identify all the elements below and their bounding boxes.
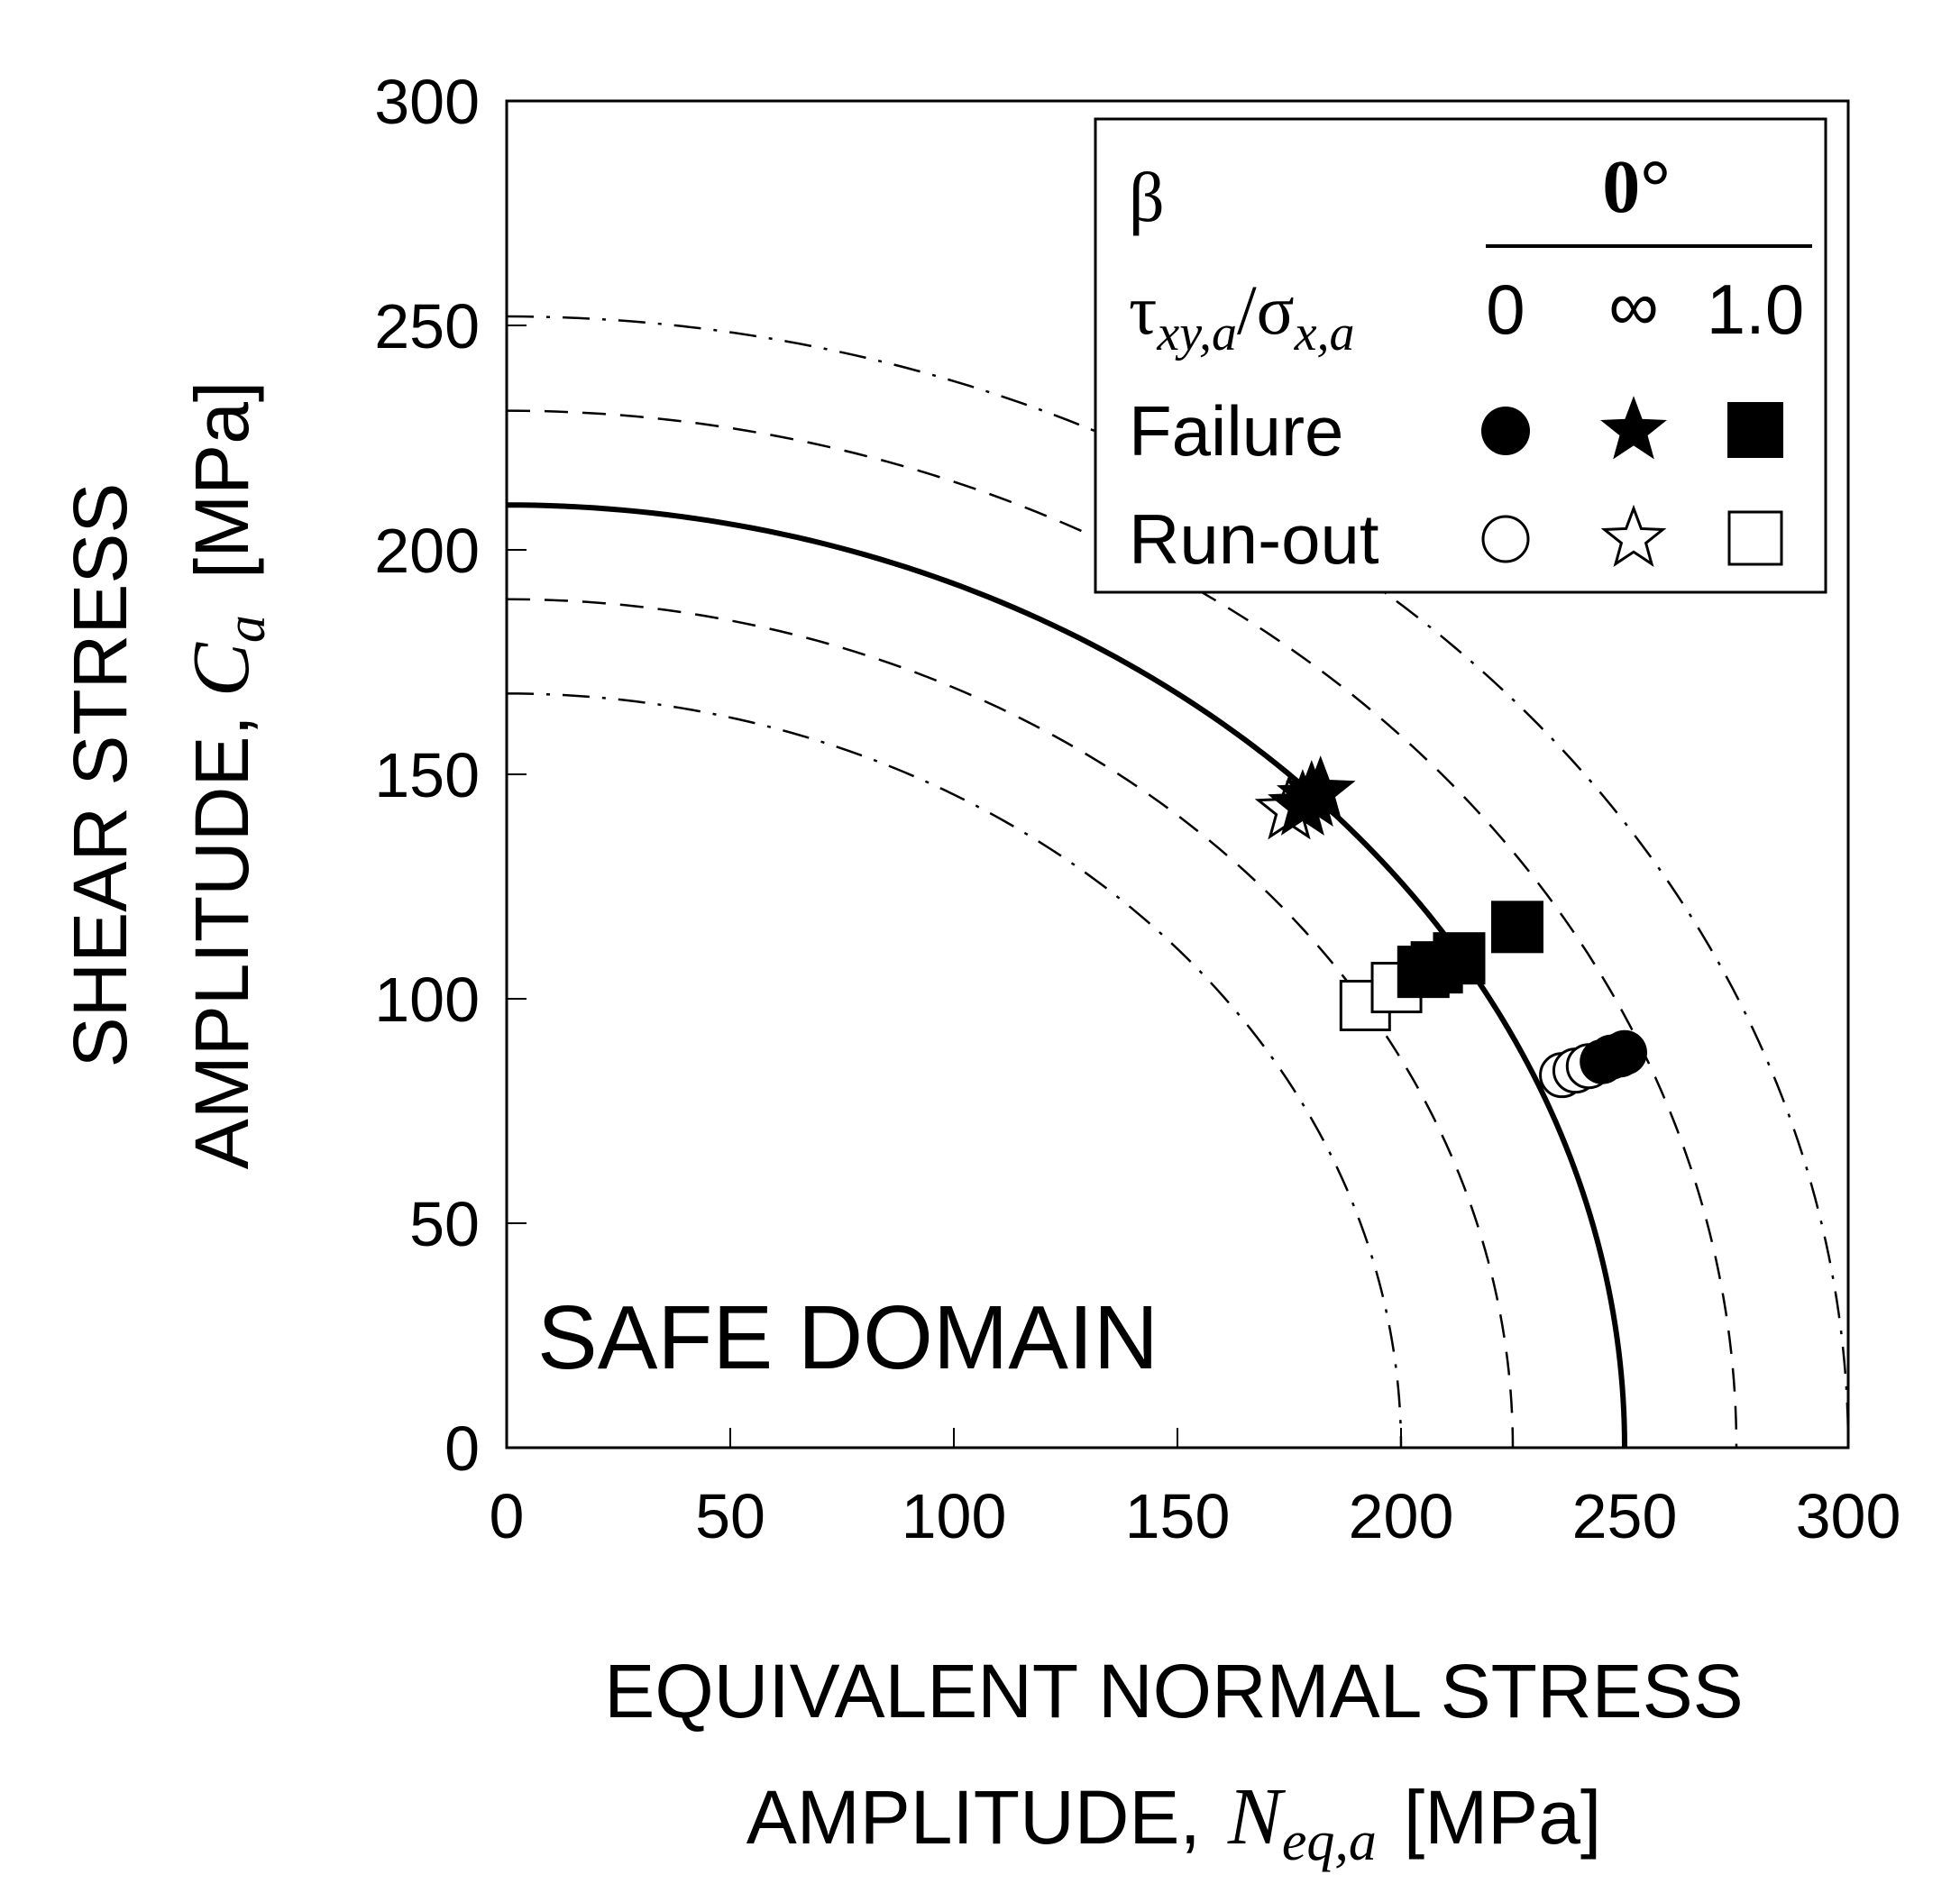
y-axis-title-line2: AMPLITUDE, Ca [MPa] [177,381,277,1170]
legend-marker-runout-square [1727,510,1783,566]
legend-marker-runout-star [1600,504,1667,567]
legend-runout-label: Run-out [1129,499,1379,579]
x-axis-title-subscript: eq,a [1282,1811,1377,1872]
legend-marker-failure-circle [1481,407,1530,455]
y-tick-label: 50 [409,1189,480,1259]
legend-ratio-tau-subscript: xy,a [1156,306,1237,361]
y-axis-title-symbol: C [177,642,266,697]
y-axis-title-subscript: a [215,615,277,643]
safe-domain-annotation: SAFE DOMAIN [537,1287,1159,1388]
y-tick-label: 300 [374,67,480,137]
legend-marker-failure-square [1727,402,1783,458]
x-tick-label: 50 [695,1481,765,1551]
legend-ratio-slash-sigma: /σ [1237,270,1295,349]
x-tick-label: 300 [1796,1481,1901,1551]
legend: β 0° τxy,a/σx,a 0 ∞ 1.0 Failure Run-out [1094,117,1827,594]
legend-ratio-sigma-subscript: x,a [1294,306,1355,361]
y-axis-title-line1: SHEAR STRESS [58,483,142,1068]
y-tick-label: 100 [374,965,480,1035]
y-axis-title: SHEAR STRESS AMPLITUDE, Ca [MPa] [58,381,277,1170]
y-tick-label: 0 [444,1413,480,1484]
legend-marker-runout-circle [1481,515,1530,563]
x-axis-title-prefix: AMPLITUDE, [746,1775,1201,1860]
y-tick-label: 150 [374,740,480,810]
x-tick-label: 0 [490,1481,525,1551]
legend-beta-label: β [1129,158,1165,236]
data-point-square-filled [1433,932,1486,985]
legend-marker-failure-star [1600,396,1667,460]
curve-dashed [506,409,1738,1449]
y-axis-title-unit: [MPa] [179,381,264,579]
data-point-circle-filled [1602,1029,1647,1075]
data-points [1254,755,1647,1099]
legend-ratio-label: τxy,a/σx,a [1129,270,1355,361]
curve-dashed [506,598,1515,1449]
legend-box [1094,117,1827,594]
axis-ticks: 0 50 100 150 200 250 300 0 50 100 150 200 250 300 [374,67,1900,1551]
x-axis-title-line1: EQUIVALENT NORMAL STRESS [604,1649,1743,1733]
legend-ratio-tau: τ [1129,270,1157,349]
data-point-square-filled [1490,901,1543,954]
legend-failure-label: Failure [1129,391,1343,471]
x-tick-label: 100 [902,1481,1007,1551]
x-axis-title-line2: AMPLITUDE, Neq,a [MPa] [746,1772,1602,1872]
legend-ratio-value-0: 0 [1486,270,1525,349]
x-axis-title-symbol: N [1227,1772,1287,1861]
x-tick-label: 150 [1125,1481,1231,1551]
y-tick-label: 200 [374,516,480,586]
legend-beta-value: 0° [1602,145,1671,229]
curve-dashdot [506,315,1850,1449]
y-tick-label: 250 [374,291,480,361]
curve-dashdot [506,692,1403,1449]
legend-ratio-value-infinity: ∞ [1608,266,1659,345]
x-tick-label: 250 [1572,1481,1678,1551]
x-tick-label: 200 [1349,1481,1454,1551]
legend-ratio-value-1: 1.0 [1707,270,1804,349]
x-axis-title-unit: [MPa] [1404,1775,1601,1860]
data-point-star-filled [1285,755,1356,822]
y-axis-title-prefix: AMPLITUDE, [179,715,264,1169]
